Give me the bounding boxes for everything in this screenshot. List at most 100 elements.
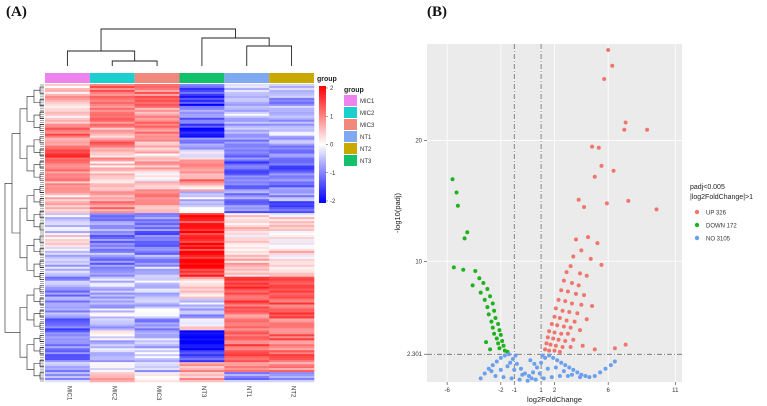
heatmap-cell [89,296,135,299]
heatmap-cell [89,103,135,107]
heatmap-cell [269,123,315,127]
heatmap-cell [89,304,135,307]
volcano-point-no [563,363,568,368]
heatmap-cell [89,175,135,178]
heatmap-cell [224,101,270,105]
heatmap-cell [45,95,91,99]
heatmap-cell [134,163,180,166]
heatmap-cell [269,85,315,89]
heatmap-cell [269,344,315,347]
heatmap-cell [224,238,270,242]
heatmap-cell [134,205,180,208]
heatmap-cell [89,338,135,341]
heatmap-cell [179,338,225,341]
volcano-point-up [623,120,628,125]
heatmap-cell [179,99,225,103]
heatmap-cell [45,135,91,138]
heatmap-cell [269,89,315,93]
heatmap-cell [134,262,180,266]
volcano-point-no [555,358,560,363]
heatmap-cell [45,274,91,278]
volcano-point-up [579,302,584,307]
heatmap-cell [89,252,135,256]
heatmap-cell [224,332,270,335]
heatmap-cell [224,209,270,212]
heatmap-cell [89,141,135,144]
volcano-point-no [535,365,540,370]
heatmap-cell [45,225,91,228]
heatmap-cell [45,179,91,182]
heatmap-cell [269,105,315,109]
colorbar-tick-label: 2 [330,86,334,92]
heatmap-cell [89,115,135,119]
heatmap-cell [269,368,315,371]
heatmap-cell [134,334,180,337]
heatmap-cell [45,189,91,192]
legend-key-up [694,209,700,215]
heatmap-cell [179,368,225,371]
heatmap-cell [134,223,180,226]
heatmap-cell [224,264,270,268]
heatmap-cell [89,213,135,216]
heatmap-cell [45,85,91,89]
heatmap-cell [224,111,270,115]
heatmap-cell [224,244,270,248]
heatmap-cell [45,352,91,355]
heatmap-cell [269,286,315,289]
heatmap-cell [89,131,135,134]
volcano-point-up [561,324,566,329]
heatmap-cell [179,278,225,281]
volcano-point-no [612,359,617,364]
volcano-point-no [571,367,576,372]
volcano-point-up [623,342,628,347]
heatmap-cell [269,87,315,91]
heatmap-cell [224,302,270,305]
volcano-point-up [590,303,595,308]
heatmap-cell [179,234,225,238]
heatmap-cell [134,195,180,198]
heatmap-cell [224,219,270,222]
heatmap-cell [45,342,91,345]
heatmap-cell [89,125,135,129]
volcano-point-up [584,273,589,278]
heatmap-cell [134,258,180,262]
volcano-point-up [586,235,591,240]
heatmap-cell [224,193,270,196]
heatmap-cell [224,123,270,127]
volcano-point-no [486,366,491,371]
heatmap-cell [269,308,315,311]
heatmap-cell [89,352,135,355]
heatmap-cell [179,119,225,123]
heatmap-cell [224,183,270,186]
heatmap-cell [45,262,91,266]
heatmap-cell [134,368,180,371]
volcano-point-down [501,343,506,348]
heatmap-cell [224,304,270,307]
heatmap-cell [45,300,91,303]
volcano-point-no [545,366,550,371]
heatmap-cell [224,109,270,113]
heatmap-cell [179,354,225,357]
heatmap-cell [134,372,180,375]
heatmap-cell [269,84,315,87]
heatmap-cell [45,233,91,236]
heatmap-cell [134,370,180,373]
heatmap-cell [179,236,225,240]
heatmap-cell [45,125,91,129]
heatmap-cell [269,189,315,192]
group-annotation-cell [45,73,90,83]
group-legend-label: NT1 [360,135,372,141]
heatmap-cell [45,362,91,365]
row-dendrogram-branch [39,223,44,231]
heatmap-cell [134,171,180,174]
group-annotation-cell [224,73,270,83]
heatmap-cell [224,278,270,281]
heatmap-cell [89,258,135,262]
heatmap-cell [179,246,225,250]
volcano-point-down [465,230,470,235]
heatmap-cell [179,147,225,150]
column-dendrogram-branch [246,45,293,66]
heatmap-cell [89,137,135,140]
colorbar-tick-label: 1 [330,114,334,120]
